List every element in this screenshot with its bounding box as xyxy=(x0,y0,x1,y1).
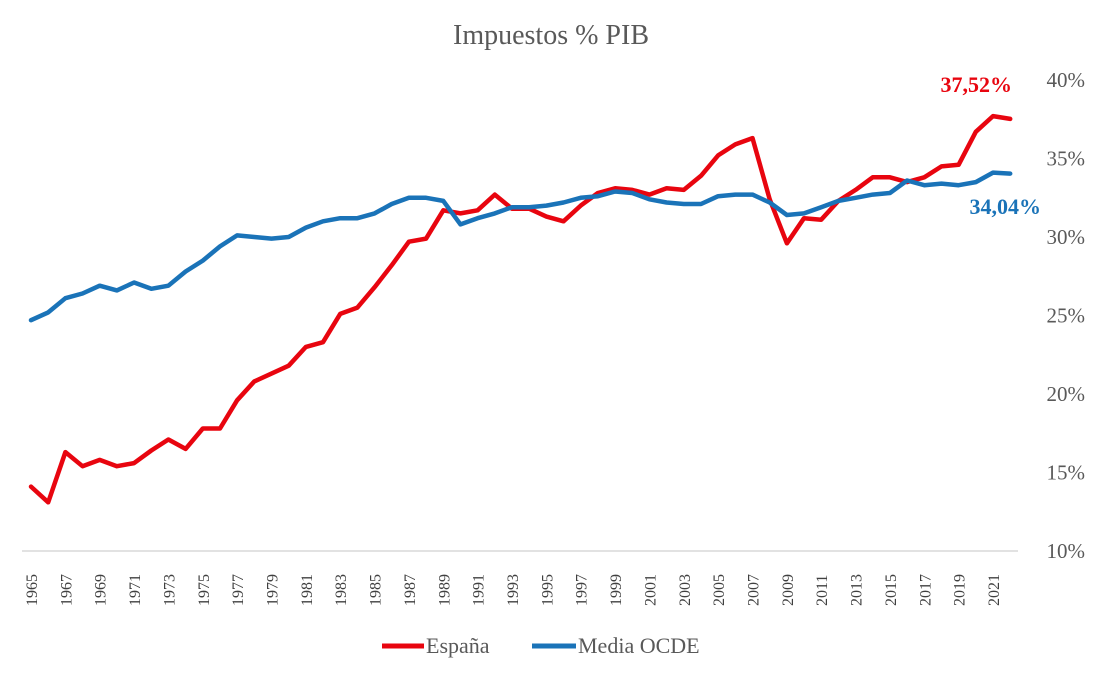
y-tick-label: 30% xyxy=(1047,225,1086,249)
x-tick-label: 2017 xyxy=(917,574,934,606)
y-tick-label: 25% xyxy=(1047,304,1086,328)
x-tick-label: 1995 xyxy=(539,574,556,606)
chart-title: Impuestos % PIB xyxy=(453,20,649,51)
x-tick-label: 1975 xyxy=(196,574,213,606)
x-tick-label: 2011 xyxy=(814,575,831,606)
x-tick-label: 2013 xyxy=(849,574,866,606)
x-tick-label: 1973 xyxy=(161,574,178,606)
x-tick-label: 2019 xyxy=(952,574,969,606)
x-tick-label: 1985 xyxy=(368,574,385,606)
x-tick-label: 1971 xyxy=(127,574,144,606)
x-tick-label: 1979 xyxy=(265,574,282,606)
legend-label-ocde: Media OCDE xyxy=(578,633,700,658)
x-tick-label: 1983 xyxy=(333,574,350,606)
x-tick-label: 1999 xyxy=(608,574,625,606)
espana-end-label: 37,52% xyxy=(941,72,1013,97)
x-tick-label: 1965 xyxy=(24,574,41,606)
x-tick-label: 2007 xyxy=(746,574,763,606)
y-tick-label: 10% xyxy=(1047,539,1086,563)
y-tick-label: 35% xyxy=(1047,147,1086,171)
series-line-ocde xyxy=(28,170,1013,323)
y-tick-label: 20% xyxy=(1047,382,1086,406)
x-tick-label: 1993 xyxy=(505,574,522,606)
x-tick-label: 2003 xyxy=(677,574,694,606)
x-axis: 1965 1967 1969 1971 1973 1975 1977 1979 1981 1983… xyxy=(24,574,1003,606)
x-tick-label: 1987 xyxy=(402,574,419,606)
x-tick-label: 1991 xyxy=(471,574,488,606)
y-tick-label: 40% xyxy=(1047,68,1086,92)
x-tick-label: 2021 xyxy=(986,574,1003,606)
series-line-espana xyxy=(28,113,1013,505)
x-tick-label: 1997 xyxy=(574,574,591,606)
y-axis: 10% 15% 20% 25% 30% 35% 40% xyxy=(1047,68,1086,563)
x-tick-label: 2001 xyxy=(642,574,659,606)
x-tick-label: 1989 xyxy=(436,574,453,606)
legend-label-espana: España xyxy=(426,633,490,658)
x-tick-label: 1981 xyxy=(299,574,316,606)
x-tick-label: 2009 xyxy=(780,574,797,606)
x-tick-label: 1969 xyxy=(93,574,110,606)
ocde-end-label: 34,04% xyxy=(970,194,1042,219)
x-tick-label: 2005 xyxy=(711,574,728,606)
legend: España Media OCDE xyxy=(382,633,700,658)
y-tick-label: 15% xyxy=(1047,461,1086,485)
x-tick-label: 2015 xyxy=(883,574,900,606)
x-tick-label: 1977 xyxy=(230,574,247,606)
series-lines xyxy=(28,113,1013,505)
x-tick-label: 1967 xyxy=(58,574,75,606)
